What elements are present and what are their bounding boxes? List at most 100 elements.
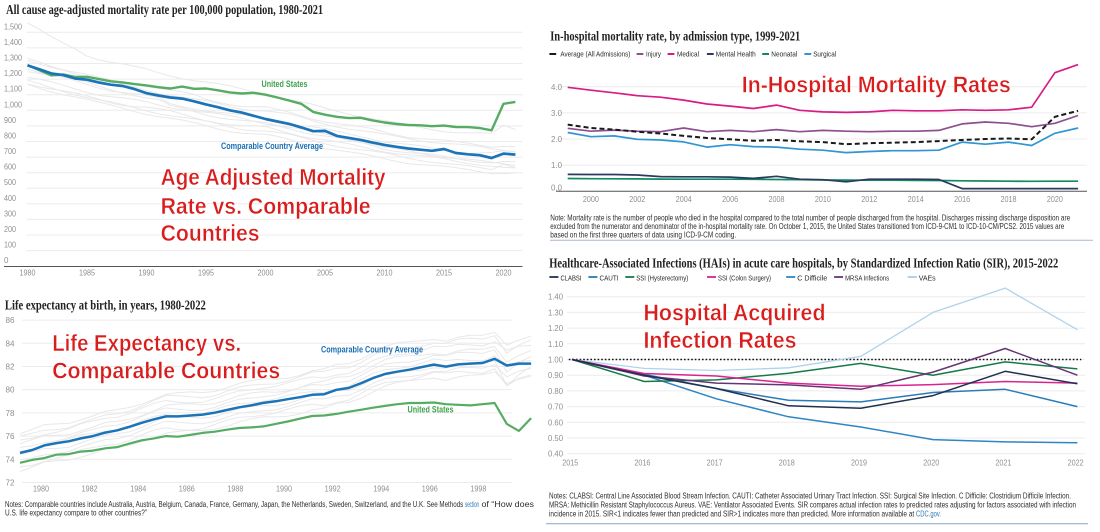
- svg-text:2000: 2000: [583, 195, 599, 204]
- svg-text:1.00: 1.00: [548, 356, 564, 365]
- svg-text:1,000: 1,000: [4, 100, 22, 109]
- svg-text:1990: 1990: [276, 485, 292, 494]
- svg-text:Medical: Medical: [677, 49, 699, 58]
- svg-text:2017: 2017: [707, 458, 723, 467]
- svg-text:Age Adjusted Mortality: Age Adjusted Mortality: [161, 164, 386, 190]
- svg-text:1986: 1986: [179, 485, 195, 494]
- svg-text:86: 86: [6, 316, 16, 325]
- svg-text:700: 700: [4, 147, 16, 156]
- svg-text:1992: 1992: [325, 485, 341, 494]
- svg-text:2020: 2020: [923, 458, 939, 467]
- svg-text:Note: Mortality rate is the nu: Note: Mortality rate is the number of pe…: [550, 214, 1070, 223]
- svg-text:84: 84: [6, 339, 16, 348]
- svg-text:Life Expectancy vs.: Life Expectancy vs.: [52, 330, 241, 356]
- svg-text:1985: 1985: [79, 269, 95, 278]
- svg-text:1.10: 1.10: [548, 340, 564, 349]
- svg-text:2005: 2005: [317, 269, 333, 278]
- svg-text:Comparable Countries: Comparable Countries: [52, 358, 280, 384]
- svg-text:2012: 2012: [861, 195, 877, 204]
- svg-text:2002: 2002: [629, 195, 645, 204]
- svg-text:1984: 1984: [130, 485, 146, 494]
- svg-text:C Difficile: C Difficile: [797, 273, 827, 282]
- svg-text:Mental Health: Mental Health: [716, 49, 756, 58]
- svg-text:All cause age-adjusted mortali: All cause age-adjusted mortality rate pe…: [6, 3, 323, 18]
- svg-text:0.80: 0.80: [548, 387, 564, 396]
- svg-text:Neonatal: Neonatal: [771, 49, 797, 58]
- svg-text:United States: United States: [262, 79, 308, 89]
- svg-text:100: 100: [4, 241, 16, 250]
- svg-text:Injury: Injury: [646, 49, 661, 58]
- svg-text:1,500: 1,500: [4, 22, 22, 31]
- svg-text:1.30: 1.30: [548, 308, 564, 317]
- svg-text:0.0: 0.0: [551, 184, 563, 193]
- svg-text:Life expectancy at birth, in y: Life expectancy at birth, in years, 1980…: [5, 298, 206, 313]
- svg-text:1.0: 1.0: [551, 161, 563, 170]
- svg-text:1,200: 1,200: [4, 69, 22, 78]
- svg-text:2015: 2015: [436, 269, 452, 278]
- svg-text:In-Hospital Mortality Rates: In-Hospital Mortality Rates: [742, 72, 1011, 98]
- svg-text:CLABSI: CLABSI: [561, 273, 582, 282]
- svg-text:1996: 1996: [422, 485, 438, 494]
- svg-text:0.40: 0.40: [548, 450, 564, 459]
- svg-text:Healthcare-Associated Infectio: Healthcare-Associated Infections (HAIs) …: [549, 256, 1058, 271]
- svg-text:900: 900: [4, 116, 16, 125]
- svg-text:0: 0: [4, 256, 9, 265]
- svg-text:300: 300: [4, 209, 16, 218]
- svg-text:Hospital Acquired: Hospital Acquired: [644, 299, 826, 325]
- svg-text:2010: 2010: [377, 269, 393, 278]
- svg-text:In-hospital mortality rate, by: In-hospital mortality rate, by admission…: [550, 30, 800, 45]
- svg-text:2020: 2020: [496, 269, 512, 278]
- svg-text:2016: 2016: [634, 458, 650, 467]
- svg-text:2008: 2008: [769, 195, 785, 204]
- svg-text:78: 78: [6, 409, 16, 418]
- svg-text:1994: 1994: [373, 485, 389, 494]
- svg-text:1,300: 1,300: [4, 54, 22, 63]
- svg-text:200: 200: [4, 225, 16, 234]
- svg-text:1.40: 1.40: [548, 293, 564, 302]
- svg-text:Rate vs. Comparable: Rate vs. Comparable: [161, 193, 371, 219]
- svg-text:Comparable Country Average: Comparable Country Average: [221, 141, 323, 151]
- svg-text:VAEs: VAEs: [919, 273, 936, 282]
- svg-text:Notes: CLABSI: Central Line As: Notes: CLABSI: Central Line Associated B…: [549, 492, 1071, 501]
- svg-text:4.0: 4.0: [551, 83, 563, 92]
- svg-text:Notes: Comparable countries in: Notes: Comparable countries include Aust…: [5, 500, 534, 509]
- svg-text:800: 800: [4, 132, 16, 141]
- svg-text:82: 82: [6, 363, 16, 372]
- svg-text:74: 74: [6, 455, 16, 464]
- svg-text:2018: 2018: [779, 458, 795, 467]
- svg-text:1998: 1998: [470, 485, 486, 494]
- svg-text:2022: 2022: [1068, 458, 1084, 467]
- svg-text:2016: 2016: [954, 195, 970, 204]
- svg-text:SSI (Hysterectomy): SSI (Hysterectomy): [636, 273, 688, 282]
- svg-text:1980: 1980: [33, 485, 49, 494]
- svg-text:Countries: Countries: [161, 220, 260, 246]
- svg-text:U.S. life expectancy compare t: U.S. life expectancy compare to other co…: [5, 509, 147, 518]
- svg-text:2.0: 2.0: [551, 135, 563, 144]
- svg-text:based on the first three quart: based on the first three quarters of dat…: [550, 231, 736, 240]
- svg-text:CAUTI: CAUTI: [600, 273, 619, 282]
- svg-text:2015: 2015: [562, 458, 578, 467]
- svg-text:Comparable Country Average: Comparable Country Average: [321, 345, 423, 355]
- svg-text:600: 600: [4, 163, 16, 172]
- svg-text:1,400: 1,400: [4, 38, 22, 47]
- svg-text:1990: 1990: [139, 269, 155, 278]
- svg-text:incidence in 2015. SIR<1 indic: incidence in 2015. SIR<1 indicates fewer…: [549, 510, 941, 519]
- svg-text:0.70: 0.70: [548, 403, 564, 412]
- svg-text:76: 76: [6, 432, 16, 441]
- svg-text:80: 80: [6, 386, 16, 395]
- svg-text:1,100: 1,100: [4, 85, 22, 94]
- svg-text:500: 500: [4, 178, 16, 187]
- svg-text:2021: 2021: [995, 458, 1011, 467]
- svg-text:72: 72: [6, 479, 16, 488]
- svg-text:2006: 2006: [722, 195, 738, 204]
- svg-text:Infection Rates: Infection Rates: [644, 327, 797, 353]
- svg-text:1982: 1982: [82, 485, 98, 494]
- svg-text:excluded from the numerator an: excluded from the numerator and denomina…: [550, 222, 1064, 231]
- svg-text:3.0: 3.0: [551, 109, 563, 118]
- svg-text:Average (All Admissions): Average (All Admissions): [560, 49, 630, 58]
- svg-text:2004: 2004: [676, 195, 692, 204]
- svg-text:1995: 1995: [198, 269, 214, 278]
- svg-text:Surgical: Surgical: [813, 49, 836, 58]
- svg-text:MRSA Infections: MRSA Infections: [845, 273, 889, 282]
- svg-text:1988: 1988: [227, 485, 243, 494]
